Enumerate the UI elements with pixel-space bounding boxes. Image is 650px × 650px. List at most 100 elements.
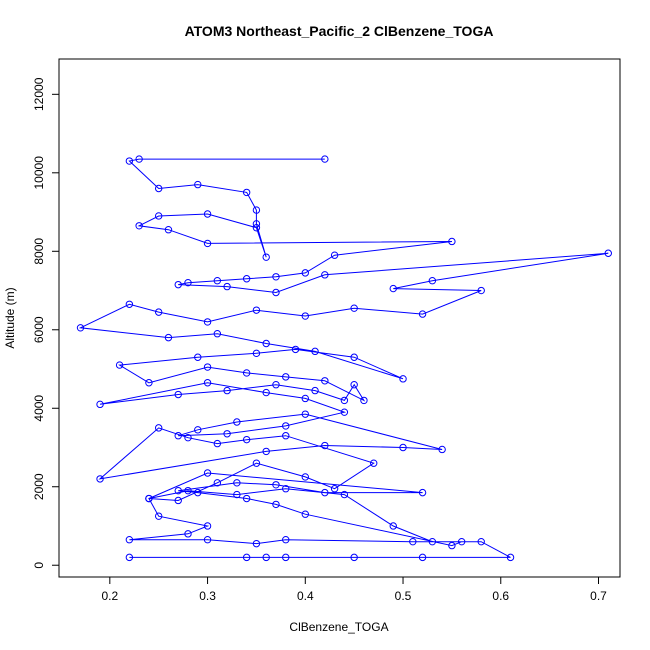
data-point [409, 537, 417, 546]
data-point [242, 494, 251, 503]
data-point [203, 469, 212, 477]
data-point [233, 418, 241, 426]
chart-title: ATOM3 Northeast_Pacific_2 ClBenzene_TOGA [185, 23, 494, 39]
data-point [223, 282, 231, 291]
data-point [272, 500, 280, 509]
data-point [233, 490, 241, 499]
data-point [154, 512, 163, 520]
data-point [242, 553, 251, 562]
data-point [301, 394, 309, 403]
y-axis-label: Altitude (m) [3, 287, 17, 348]
data-point [291, 345, 300, 354]
data-point [340, 490, 349, 499]
y-tick-label: 4000 [32, 395, 46, 422]
data-point [321, 271, 329, 279]
data-point [203, 379, 212, 387]
data-point [457, 537, 466, 546]
data-point [242, 188, 251, 197]
data-point [282, 432, 290, 440]
data-point [448, 541, 456, 550]
data-point [203, 522, 212, 530]
data-point [282, 553, 290, 562]
data-point [418, 310, 427, 318]
series-line [78, 158, 609, 558]
data-point [154, 184, 163, 193]
data-point [311, 347, 319, 356]
data-point [96, 400, 104, 409]
data-point [154, 308, 163, 316]
data-point [194, 488, 202, 497]
data-point [321, 377, 329, 385]
data-point [350, 304, 358, 312]
data-point [604, 249, 612, 257]
data-point [125, 553, 134, 562]
data-point [184, 433, 192, 442]
data-point [115, 361, 124, 369]
data-point [282, 422, 290, 430]
data-point [506, 553, 515, 562]
data-point [174, 496, 182, 505]
data-point [321, 488, 329, 497]
data-point [262, 553, 270, 562]
data-point [194, 426, 202, 434]
data-point [350, 381, 358, 389]
data-point [272, 288, 280, 297]
data-point [213, 329, 222, 338]
data-point [272, 381, 280, 389]
data-point [252, 306, 261, 314]
y-tick-label: 0 [32, 562, 46, 569]
data-point [213, 479, 222, 487]
data-point [389, 522, 397, 530]
data-point [252, 220, 261, 228]
y-tick-label: 12000 [32, 77, 46, 111]
data-point [418, 553, 427, 562]
data-point [477, 537, 485, 546]
data-point [350, 353, 358, 361]
data-point [213, 439, 222, 448]
data-point [330, 251, 339, 259]
y-tick-label: 10000 [32, 156, 46, 190]
data-point [203, 239, 212, 248]
data-point [154, 424, 163, 432]
data-point [301, 510, 309, 518]
data-point [311, 386, 319, 395]
data-point [262, 388, 270, 397]
data-point [125, 300, 134, 308]
data-point [262, 253, 270, 261]
data-point [154, 212, 163, 220]
data-point [213, 277, 222, 285]
x-axis-label: ClBenzene_TOGA [289, 620, 388, 634]
x-tick-label: 0.2 [101, 589, 118, 603]
data-point [174, 390, 182, 399]
x-tick-label: 0.3 [199, 589, 216, 603]
data-point [282, 536, 290, 544]
data-point [242, 275, 251, 283]
data-point [262, 339, 270, 348]
data-point [252, 349, 261, 358]
data-point [272, 481, 280, 489]
data-point [262, 447, 270, 456]
data-point [399, 443, 407, 452]
x-axis: 0.2 0.3 0.4 0.5 0.6 0.7 [101, 576, 607, 603]
data-point [252, 206, 261, 214]
data-point [174, 486, 182, 495]
data-point [233, 479, 241, 487]
data-point [389, 284, 397, 293]
data-point [477, 286, 485, 295]
data-point [340, 396, 349, 405]
data-point [330, 485, 339, 493]
x-tick-label: 0.5 [395, 589, 412, 603]
data-point [135, 222, 143, 230]
series-clbenzene [76, 155, 612, 562]
data-point [184, 530, 192, 538]
data-point [272, 273, 280, 281]
data-point [448, 237, 456, 246]
data-point [301, 312, 309, 320]
data-point [340, 408, 349, 416]
data-point [282, 485, 290, 493]
data-point [203, 363, 212, 371]
data-point [223, 386, 231, 395]
data-point [145, 494, 153, 503]
data-point [252, 224, 261, 232]
